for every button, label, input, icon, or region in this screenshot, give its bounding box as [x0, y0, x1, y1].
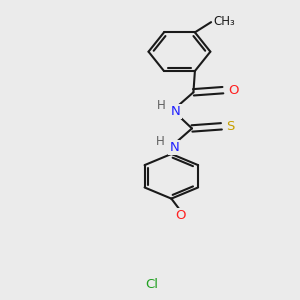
Text: N: N [171, 105, 181, 118]
Text: H: H [156, 135, 164, 148]
Text: O: O [176, 209, 186, 222]
Text: S: S [226, 120, 234, 133]
Text: Cl: Cl [146, 278, 159, 291]
Text: H: H [157, 99, 166, 112]
Text: CH₃: CH₃ [214, 15, 235, 28]
Text: N: N [169, 141, 179, 154]
Text: O: O [228, 84, 238, 97]
